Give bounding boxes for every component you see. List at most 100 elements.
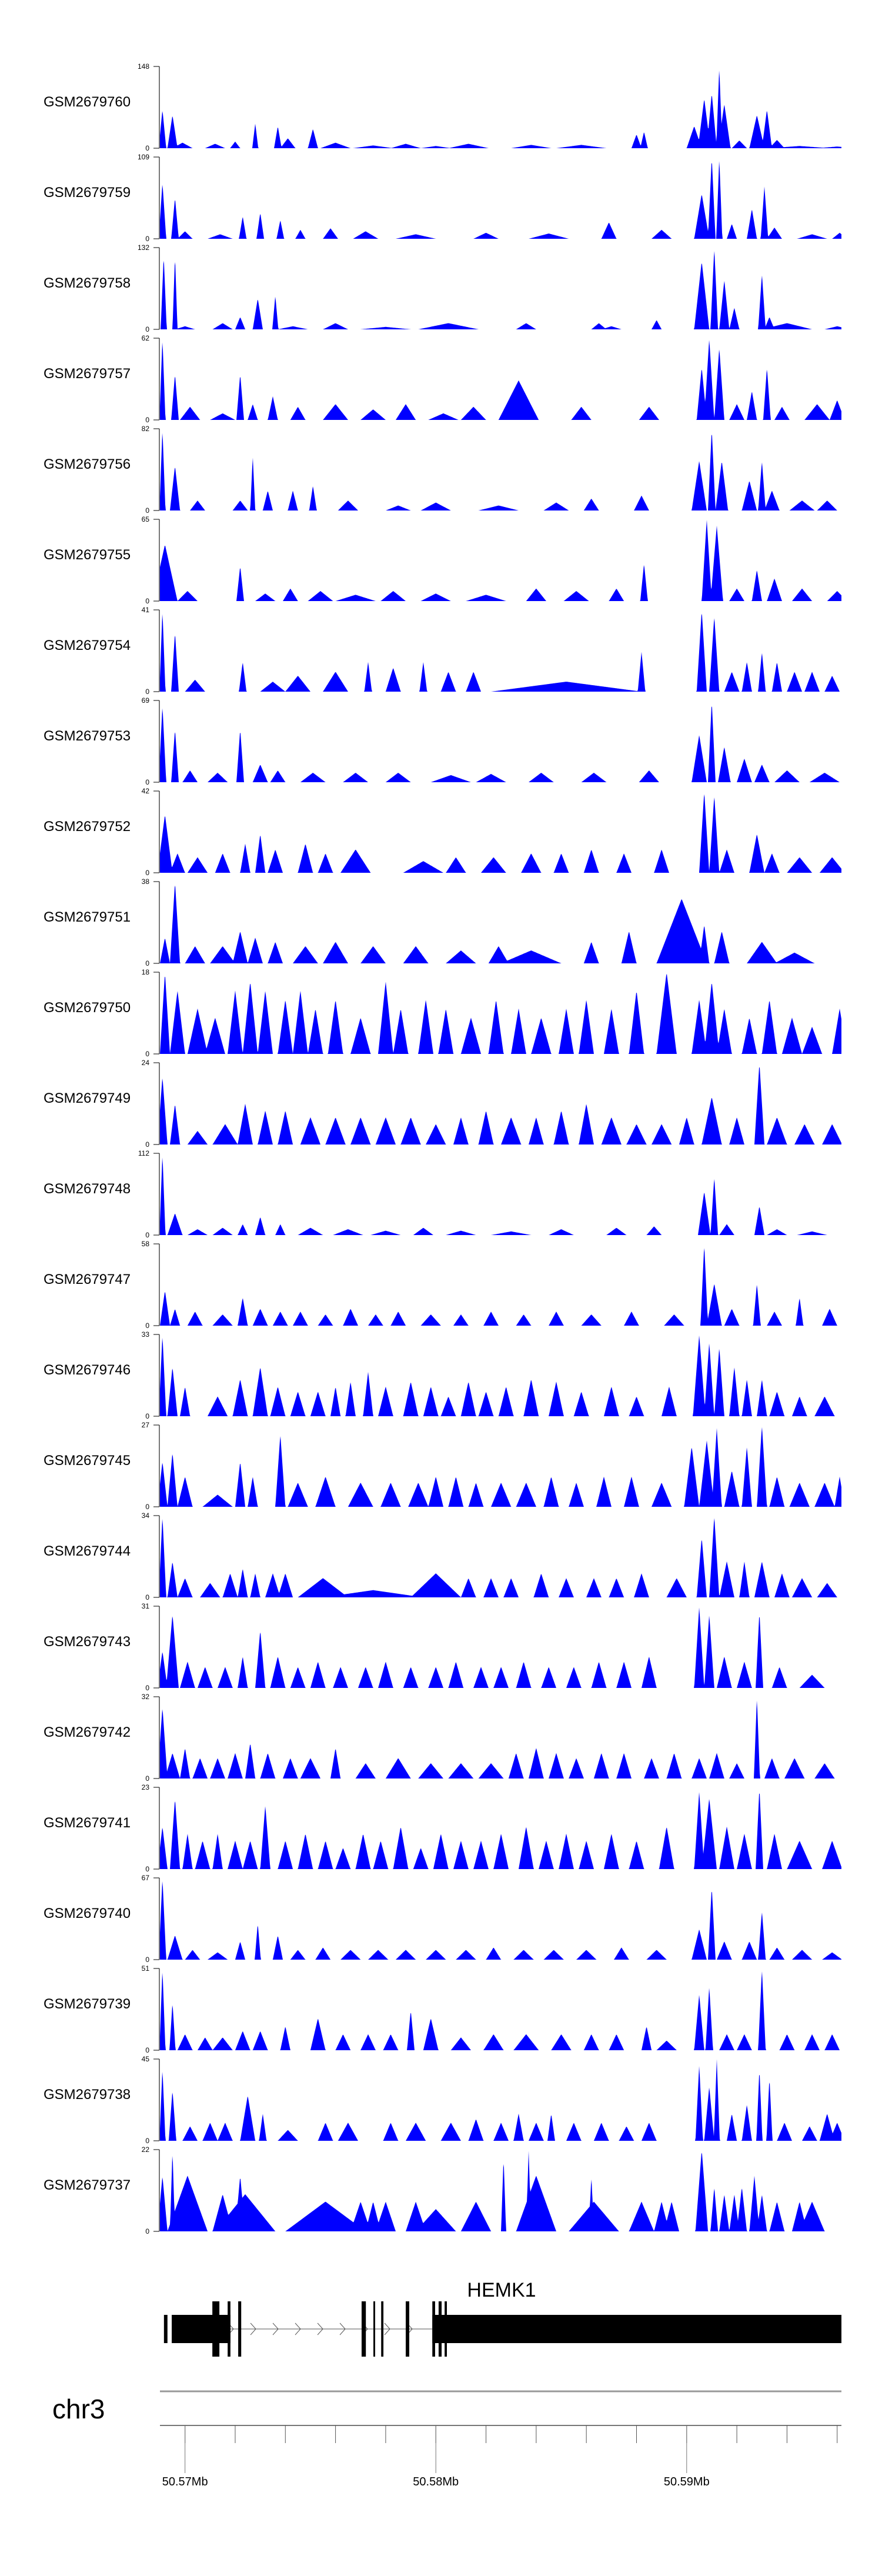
coverage-area bbox=[160, 1248, 841, 1326]
axis-tick-label: 50.58Mb bbox=[413, 2475, 459, 2488]
coverage-track: GSM2679760 148 0 bbox=[44, 62, 841, 152]
coverage-track: GSM2679751 38 0 bbox=[44, 877, 841, 967]
strand-arrow-icon bbox=[384, 2323, 390, 2335]
track-sample-label: GSM2679739 bbox=[44, 1996, 131, 2012]
coverage-area bbox=[160, 1518, 841, 1597]
coverage-track: GSM2679746 33 0 bbox=[44, 1330, 841, 1420]
track-sample-label: GSM2679751 bbox=[44, 909, 131, 925]
coverage-track: GSM2679748 112 0 bbox=[44, 1149, 841, 1239]
y-axis-max-label: 32 bbox=[142, 1693, 150, 1701]
strand-arrow-icon bbox=[250, 2323, 256, 2335]
track-sample-label: GSM2679758 bbox=[44, 275, 131, 291]
y-axis-zero-label: 0 bbox=[145, 1140, 149, 1149]
y-axis-max-label: 41 bbox=[142, 606, 150, 614]
track-sample-label: GSM2679742 bbox=[44, 1724, 131, 1740]
exon bbox=[172, 2315, 230, 2343]
y-axis-max-label: 18 bbox=[142, 968, 150, 976]
track-sample-label: GSM2679752 bbox=[44, 819, 131, 835]
coverage-track: GSM2679740 67 0 bbox=[44, 1874, 841, 1964]
coverage-track: GSM2679755 65 0 bbox=[44, 515, 841, 605]
strand-arrow-icon bbox=[317, 2323, 323, 2335]
coverage-area bbox=[160, 706, 841, 782]
coverage-track: GSM2679757 62 0 bbox=[44, 334, 841, 424]
coverage-area bbox=[160, 794, 841, 873]
y-axis-max-label: 51 bbox=[142, 1964, 150, 1973]
y-axis-max-label: 82 bbox=[142, 425, 150, 433]
y-axis-zero-label: 0 bbox=[145, 2137, 149, 2145]
track-sample-label: GSM2679757 bbox=[44, 366, 131, 382]
y-axis-zero-label: 0 bbox=[145, 416, 149, 424]
coverage-area bbox=[160, 973, 841, 1054]
coverage-area bbox=[160, 2151, 841, 2231]
y-axis-max-label: 132 bbox=[138, 243, 149, 252]
coverage-area bbox=[160, 251, 841, 329]
coverage-area bbox=[160, 1157, 841, 1235]
coverage-area bbox=[160, 520, 841, 601]
y-axis-max-label: 38 bbox=[142, 877, 150, 886]
y-axis-zero-label: 0 bbox=[145, 1774, 149, 1783]
exon bbox=[381, 2301, 384, 2357]
y-axis-max-label: 109 bbox=[138, 153, 149, 161]
chromosome-label: chr3 bbox=[52, 2394, 105, 2424]
coverage-area bbox=[160, 1335, 841, 1416]
y-axis-zero-label: 0 bbox=[145, 2046, 149, 2054]
exon bbox=[163, 2315, 168, 2343]
coverage-track: GSM2679738 45 0 bbox=[44, 2055, 841, 2145]
coverage-area bbox=[160, 1067, 841, 1144]
y-axis-zero-label: 0 bbox=[145, 1593, 149, 1601]
y-axis-max-label: 58 bbox=[142, 1240, 150, 1248]
y-axis-max-label: 62 bbox=[142, 334, 150, 342]
y-axis-max-label: 69 bbox=[142, 696, 150, 705]
y-axis-zero-label: 0 bbox=[145, 688, 149, 696]
exon bbox=[228, 2301, 230, 2357]
coverage-track: GSM2679758 132 0 bbox=[44, 243, 841, 333]
coverage-track: GSM2679741 23 0 bbox=[44, 1783, 841, 1873]
coverage-area bbox=[160, 1700, 841, 1778]
y-axis-zero-label: 0 bbox=[145, 778, 149, 786]
exon bbox=[238, 2301, 242, 2357]
coverage-area bbox=[160, 161, 841, 239]
coverage-area bbox=[160, 71, 841, 148]
track-sample-label: GSM2679749 bbox=[44, 1090, 131, 1106]
coverage-track: GSM2679750 18 0 bbox=[44, 968, 841, 1058]
coverage-area bbox=[160, 1427, 841, 1507]
track-sample-label: GSM2679740 bbox=[44, 1906, 131, 1921]
coverage-area bbox=[160, 1971, 841, 2050]
y-axis-max-label: 34 bbox=[142, 1511, 150, 1520]
y-axis-zero-label: 0 bbox=[145, 506, 149, 515]
y-axis-max-label: 31 bbox=[142, 1602, 150, 1610]
strand-arrow-icon bbox=[339, 2323, 346, 2335]
exon bbox=[373, 2301, 376, 2357]
y-axis-zero-label: 0 bbox=[145, 959, 149, 967]
track-sample-label: GSM2679750 bbox=[44, 1000, 131, 1016]
coverage-track: GSM2679753 69 0 bbox=[44, 696, 841, 786]
y-axis-max-label: 27 bbox=[142, 1421, 150, 1429]
strand-arrow-icon bbox=[272, 2323, 279, 2335]
y-axis-zero-label: 0 bbox=[145, 597, 149, 605]
exon bbox=[361, 2301, 366, 2357]
y-axis-zero-label: 0 bbox=[145, 2227, 149, 2235]
coverage-track: GSM2679747 58 0 bbox=[44, 1240, 841, 1330]
track-sample-label: GSM2679748 bbox=[44, 1181, 131, 1197]
coverage-area bbox=[160, 1792, 841, 1869]
exon bbox=[212, 2301, 220, 2357]
coverage-area bbox=[160, 340, 841, 420]
y-axis-zero-label: 0 bbox=[145, 1322, 149, 1330]
axis-tick-label: 50.59Mb bbox=[664, 2475, 710, 2488]
exon bbox=[432, 2315, 841, 2343]
coverage-tracks: GSM26797601480GSM26797591090GSM267975813… bbox=[44, 62, 841, 2235]
coverage-track: GSM2679745 27 0 bbox=[44, 1421, 841, 1511]
coverage-track: GSM2679756 82 0 bbox=[44, 425, 841, 515]
genome-axis: 50.57Mb 50.58Mb 50.59Mb bbox=[160, 2425, 841, 2488]
coverage-area bbox=[160, 613, 841, 692]
y-axis-max-label: 23 bbox=[142, 1783, 150, 1791]
coverage-area bbox=[160, 1607, 841, 1688]
track-sample-label: GSM2679743 bbox=[44, 1634, 131, 1650]
y-axis-zero-label: 0 bbox=[145, 144, 149, 152]
track-sample-label: GSM2679754 bbox=[44, 638, 131, 653]
track-sample-label: GSM2679744 bbox=[44, 1543, 131, 1559]
strand-arrow-icon bbox=[295, 2323, 301, 2335]
track-sample-label: GSM2679746 bbox=[44, 1362, 131, 1378]
y-axis-zero-label: 0 bbox=[145, 1412, 149, 1420]
